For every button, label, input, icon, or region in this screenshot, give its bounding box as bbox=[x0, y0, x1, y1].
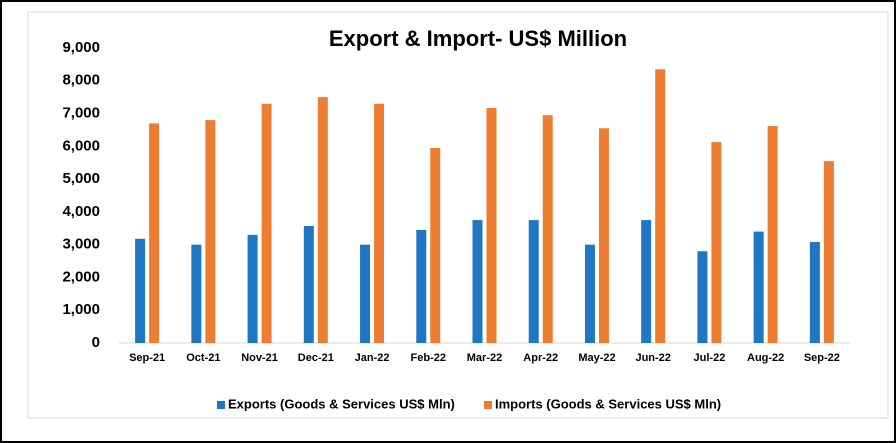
x-tick-label: Sep-21 bbox=[129, 352, 165, 364]
y-tick-label: 1,000 bbox=[62, 301, 100, 318]
bar bbox=[655, 69, 666, 344]
bar bbox=[809, 242, 820, 343]
bar bbox=[416, 229, 427, 343]
bar bbox=[303, 225, 314, 343]
y-tick-label: 9,000 bbox=[62, 39, 100, 56]
x-tick-label: Oct-21 bbox=[186, 352, 220, 364]
bar bbox=[486, 107, 497, 343]
plot-frame bbox=[27, 11, 889, 419]
x-tick-label: Jul-22 bbox=[694, 352, 726, 364]
y-tick-label: 6,000 bbox=[62, 137, 100, 154]
bar bbox=[360, 244, 371, 343]
bar bbox=[542, 115, 553, 343]
bar bbox=[374, 103, 385, 343]
bar bbox=[598, 128, 609, 343]
bar bbox=[528, 220, 539, 343]
bar bbox=[472, 220, 483, 343]
x-tick-label: Dec-21 bbox=[298, 352, 334, 364]
bar bbox=[191, 244, 202, 343]
bar bbox=[149, 123, 160, 343]
legend-swatch bbox=[484, 401, 492, 409]
bar bbox=[711, 142, 722, 343]
legend-swatch bbox=[217, 401, 225, 409]
x-tick-label: Nov-21 bbox=[241, 352, 278, 364]
bar bbox=[430, 147, 441, 343]
x-tick-label: May-22 bbox=[578, 352, 615, 364]
bar bbox=[641, 220, 652, 343]
bar bbox=[247, 234, 258, 343]
y-tick-label: 2,000 bbox=[62, 268, 100, 285]
legend-label: Exports (Goods & Services US$ Mln) bbox=[228, 396, 455, 411]
bar bbox=[205, 120, 216, 343]
bar bbox=[753, 231, 764, 343]
bar bbox=[584, 244, 595, 343]
y-tick-label: 3,000 bbox=[62, 236, 100, 253]
y-tick-label: 0 bbox=[92, 334, 100, 351]
x-tick-label: Feb-22 bbox=[411, 352, 446, 364]
x-tick-label: Mar-22 bbox=[467, 352, 502, 364]
bar bbox=[317, 97, 328, 344]
x-tick-label: Apr-22 bbox=[523, 352, 558, 364]
x-tick-label: Jun-22 bbox=[635, 352, 670, 364]
y-tick-label: 7,000 bbox=[62, 105, 100, 122]
y-tick-label: 8,000 bbox=[62, 72, 100, 89]
legend-label: Imports (Goods & Services US$ Mln) bbox=[495, 396, 721, 411]
x-tick-label: Sep-22 bbox=[804, 352, 840, 364]
bar bbox=[823, 161, 834, 343]
x-tick-label: Aug-22 bbox=[747, 352, 784, 364]
x-tick-label: Jan-22 bbox=[355, 352, 390, 364]
bar bbox=[261, 103, 272, 343]
y-tick-label: 5,000 bbox=[62, 170, 100, 187]
bar bbox=[697, 251, 708, 343]
bar bbox=[135, 238, 146, 343]
y-tick-label: 4,000 bbox=[62, 203, 100, 220]
bar bbox=[767, 126, 778, 343]
chart-title: Export & Import- US$ Million bbox=[329, 26, 627, 51]
